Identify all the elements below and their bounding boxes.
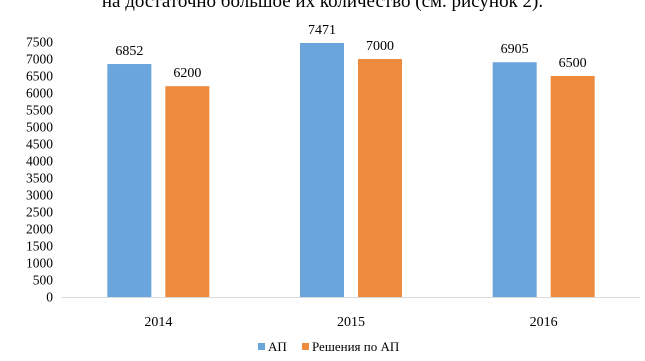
data-label: 6200 xyxy=(173,66,201,81)
y-tick-label: 2000 xyxy=(26,222,53,237)
data-label: 6852 xyxy=(115,44,143,59)
y-tick-label: 2500 xyxy=(26,205,53,220)
legend-label: АП xyxy=(268,339,287,354)
y-tick-label: 6500 xyxy=(26,69,53,84)
bar-resheniya-2016 xyxy=(550,76,595,297)
data-label: 6905 xyxy=(501,42,529,57)
data-label: 6500 xyxy=(559,56,587,71)
y-tick-label: 1500 xyxy=(26,239,53,254)
legend-label: Решения по АП xyxy=(312,339,399,354)
bar-resheniya-2015 xyxy=(358,59,402,297)
y-tick-label: 7500 xyxy=(26,35,53,50)
y-tick-label: 3500 xyxy=(26,171,53,186)
y-tick-label: 5000 xyxy=(26,120,53,135)
y-tick-label: 500 xyxy=(33,273,54,288)
y-tick-label: 7000 xyxy=(26,52,53,67)
bar-resheniya-2014 xyxy=(165,86,210,297)
legend-swatch xyxy=(302,343,309,350)
bar-ap-2015 xyxy=(300,42,344,298)
y-tick-label: 3000 xyxy=(26,188,53,203)
y-tick-label: 5500 xyxy=(26,103,53,118)
caption-fragment: на достаточно большое их количество (см.… xyxy=(101,0,544,12)
bar-ap-2016 xyxy=(492,62,537,298)
y-tick-label: 4500 xyxy=(26,137,53,152)
bar-ap-2014 xyxy=(107,64,152,297)
data-label: 7000 xyxy=(366,39,394,54)
x-tick-label: 2016 xyxy=(530,315,558,330)
y-tick-label: 1000 xyxy=(26,256,53,271)
y-tick-label: 6000 xyxy=(26,86,53,101)
data-label: 7471 xyxy=(308,23,336,38)
y-tick-label: 0 xyxy=(46,290,53,305)
x-tick-label: 2014 xyxy=(144,315,172,330)
legend-swatch xyxy=(258,343,265,350)
x-tick-label: 2015 xyxy=(337,315,365,330)
y-tick-label: 4000 xyxy=(26,154,53,169)
